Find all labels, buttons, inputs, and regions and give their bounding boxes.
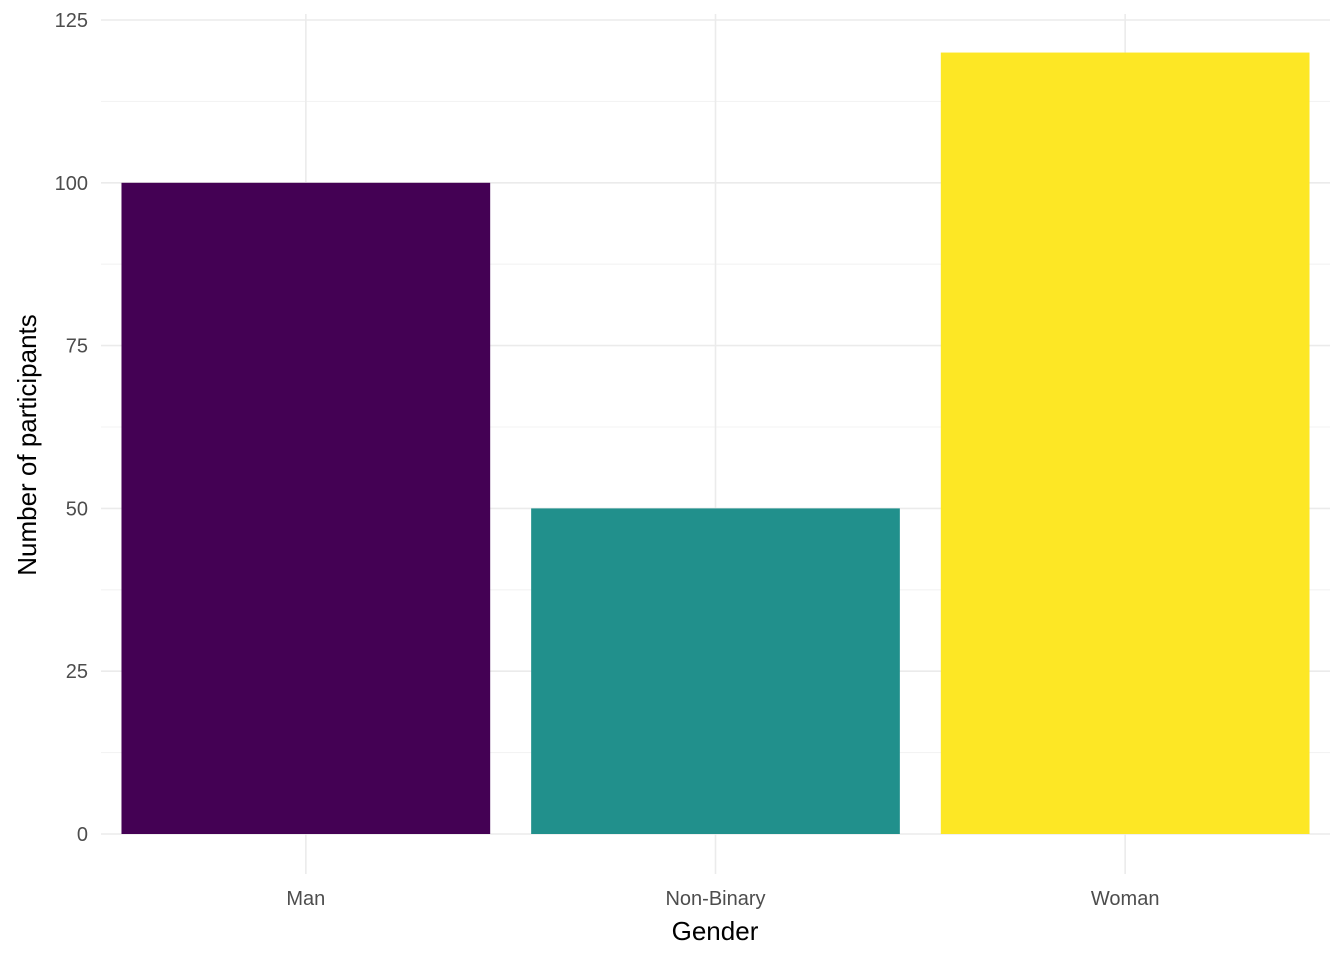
bar-woman [940,52,1310,835]
y-tick-label: 125 [55,10,88,32]
y-tick-label: 100 [55,173,88,195]
y-axis-title: Number of participants [12,314,42,576]
y-tick-label: 50 [66,498,88,520]
bar-non-binary [531,508,900,834]
y-tick-label: 0 [77,824,88,846]
x-tick-label: Man [286,888,325,910]
x-axis-title: Gender [672,916,759,946]
bar-man [121,182,491,835]
x-axis-ticks: Man Non-Binary Woman [286,888,1159,910]
x-tick-label: Woman [1091,888,1160,910]
x-tick-label: Non-Binary [665,888,765,910]
y-tick-label: 75 [66,336,88,358]
bars [121,52,1310,835]
y-axis-ticks: 0 25 50 75 100 125 [55,10,88,846]
y-tick-label: 25 [66,661,88,683]
